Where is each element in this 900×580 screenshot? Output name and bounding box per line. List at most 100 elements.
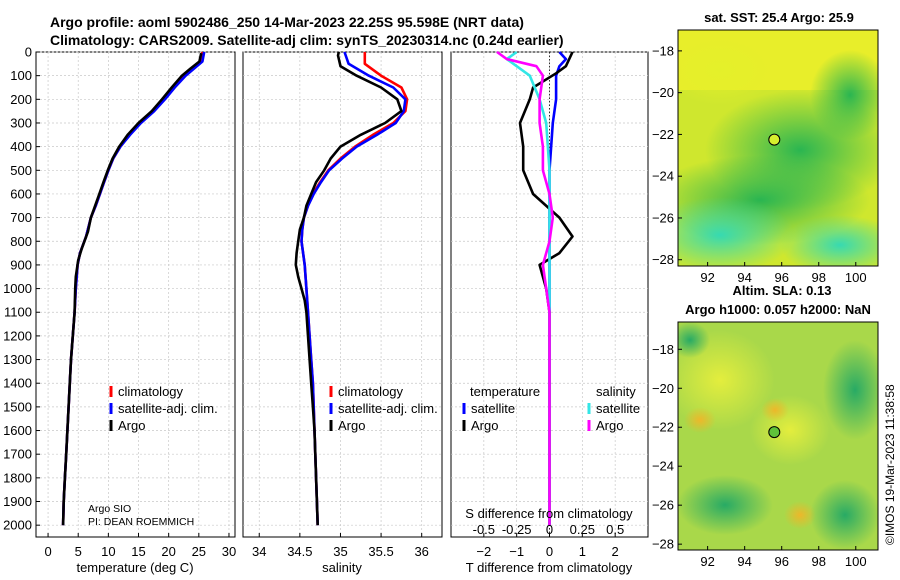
difference-grid xyxy=(451,51,648,537)
salinity-diff-legend: salinity satellite Argo xyxy=(587,384,640,433)
x-tick-label: 35 xyxy=(333,544,347,559)
sla-map-subtitle: Argo h1000: 0.057 h2000: NaN xyxy=(685,302,871,317)
sst-lat-ticks: −18 −20 −22 −24 −26 −28 xyxy=(652,43,682,267)
y-tick-label: 1500 xyxy=(3,399,32,414)
sla-lat-ticks: −18 −20 −22 −24 −26 −28 xyxy=(652,342,682,552)
salinity-xlabel: salinity xyxy=(322,560,362,575)
salinity-xticks: 34 34.5 35 35.5 36 xyxy=(252,533,429,559)
x-tick-label: 10 xyxy=(101,544,115,559)
lat-tick-label: −24 xyxy=(652,169,674,184)
lon-tick-label: 94 xyxy=(737,270,751,285)
y-tick-label: 500 xyxy=(10,163,32,178)
figure-title-line1: Argo profile: aoml 5902486_250 14-Mar-20… xyxy=(50,14,524,30)
legend-title-salinity: salinity xyxy=(596,384,636,399)
lon-tick-label: 96 xyxy=(774,554,788,569)
x-tick-label: 0 xyxy=(44,544,51,559)
temperature-diff-legend: temperature satellite Argo xyxy=(462,384,540,433)
sla-high-patch xyxy=(750,395,830,465)
y-tick-label: 700 xyxy=(10,210,32,225)
lon-tick-label: 96 xyxy=(774,270,788,285)
lat-tick-label: −28 xyxy=(652,537,674,552)
y-tick-label: 2000 xyxy=(3,518,32,533)
legend-label-argo: Argo xyxy=(338,418,365,433)
sla-low-patch xyxy=(678,322,710,358)
sst-cold-patch xyxy=(678,197,795,266)
argo-pi: PI: DEAN ROEMMICH xyxy=(88,516,194,528)
lon-tick-label: 100 xyxy=(845,270,867,285)
y-tick-label: 1000 xyxy=(3,281,32,296)
legend-label-sal-argo: Argo xyxy=(596,418,623,433)
y-tick-label: 1700 xyxy=(3,447,32,462)
y-tick-label: 1900 xyxy=(3,494,32,509)
imos-timestamp: ©IMOS 19-Mar-2023 11:38:58 xyxy=(883,384,897,545)
legend-label-argo: Argo xyxy=(118,418,145,433)
salinity-grid xyxy=(243,51,442,537)
sla-low-patch xyxy=(810,480,878,550)
sst-cool-patch xyxy=(810,50,878,140)
figure-title-line2: Climatology: CARS2009. Satellite-adj cli… xyxy=(50,32,564,48)
series-line-salinity-argo xyxy=(496,50,555,526)
legend-label-climatology: climatology xyxy=(338,384,404,399)
lon-tick-label: 98 xyxy=(812,554,826,569)
y-tick-label: 1300 xyxy=(3,352,32,367)
difference-xticks: −2 −1 0 1 2 xyxy=(476,533,619,559)
y-tick-label: 600 xyxy=(10,186,32,201)
s-tick-label: 0 xyxy=(546,522,553,537)
series-line-satellite-adj-clim- xyxy=(300,51,407,526)
legend-label-temp-argo: Argo xyxy=(471,418,498,433)
sla-argo-marker xyxy=(768,426,781,439)
y-tick-label: 1200 xyxy=(3,328,32,343)
salinity-axes-frame xyxy=(242,51,443,538)
x-tick-label: 1 xyxy=(579,544,586,559)
sla-lon-ticks: 92 94 96 98 100 xyxy=(700,546,867,569)
x-tick-label: −1 xyxy=(509,544,524,559)
depth-ticks: 0 100 200 300 400 500 600 700 800 900 1000 1100 1200… xyxy=(3,45,40,533)
sla-peak-patch xyxy=(784,501,816,529)
lon-tick-label: 94 xyxy=(737,554,751,569)
lon-tick-label: 92 xyxy=(700,270,714,285)
y-tick-label: 900 xyxy=(10,257,32,272)
sla-high-patch xyxy=(678,330,775,430)
temperature-lines xyxy=(61,51,206,526)
temperature-panel: 0 5 10 15 20 25 30 0 100 200 300 400 500 600 700 800 90… xyxy=(3,45,236,576)
x-tick-label: 15 xyxy=(131,544,145,559)
sst-warm-patch xyxy=(678,35,775,105)
lon-tick-label: 98 xyxy=(812,270,826,285)
lat-tick-label: −20 xyxy=(652,381,674,396)
difference-panel: −2 −1 0 1 2 -0.5 -0.25 0 0.25 0.5 S difference f… xyxy=(450,50,649,575)
x-tick-label: 20 xyxy=(161,544,175,559)
lat-tick-label: −26 xyxy=(652,498,674,513)
x-tick-label: −2 xyxy=(476,544,491,559)
sla-map-title: Altim. SLA: 0.13 xyxy=(733,283,832,298)
s-tick-label: -0.5 xyxy=(473,522,495,537)
x-tick-label: 34 xyxy=(252,544,266,559)
sst-map-panel: sat. SST: 25.4 Argo: 25.9 92 94 96 98 100 −1… xyxy=(652,10,879,285)
x-tick-label: 30 xyxy=(222,544,236,559)
difference-xlabel: T difference from climatology xyxy=(466,560,633,575)
sla-peak-patch xyxy=(761,398,789,422)
y-tick-label: 0 xyxy=(25,45,32,60)
x-tick-label: 5 xyxy=(75,544,82,559)
legend-label-temp-satellite: satellite xyxy=(471,401,515,416)
salinity-difference-ticks: -0.5 -0.25 0 0.25 0.5 xyxy=(473,522,625,537)
temperature-xticks: 0 5 10 15 20 25 30 xyxy=(44,533,236,559)
s-tick-label: 0.25 xyxy=(570,522,595,537)
x-tick-label: 0 xyxy=(546,544,553,559)
x-tick-label: 36 xyxy=(414,544,428,559)
x-tick-label: 2 xyxy=(612,544,619,559)
sst-cold-patch xyxy=(780,215,878,266)
lat-tick-label: −18 xyxy=(652,342,674,357)
lon-tick-label: 100 xyxy=(845,554,867,569)
legend-label-satellite: satellite-adj. clim. xyxy=(118,401,218,416)
difference-lines xyxy=(496,50,574,526)
lon-tick-label: 92 xyxy=(700,554,714,569)
lat-tick-label: −22 xyxy=(652,127,674,142)
sst-map-frame xyxy=(677,29,879,267)
temperature-xlabel: temperature (deg C) xyxy=(76,560,193,575)
sst-map-title: sat. SST: 25.4 Argo: 25.9 xyxy=(704,10,854,25)
y-tick-label: 100 xyxy=(10,68,32,83)
y-tick-label: 400 xyxy=(10,139,32,154)
sst-argo-marker xyxy=(768,133,781,146)
series-line-argo xyxy=(61,52,203,526)
temperature-grid xyxy=(36,51,235,537)
